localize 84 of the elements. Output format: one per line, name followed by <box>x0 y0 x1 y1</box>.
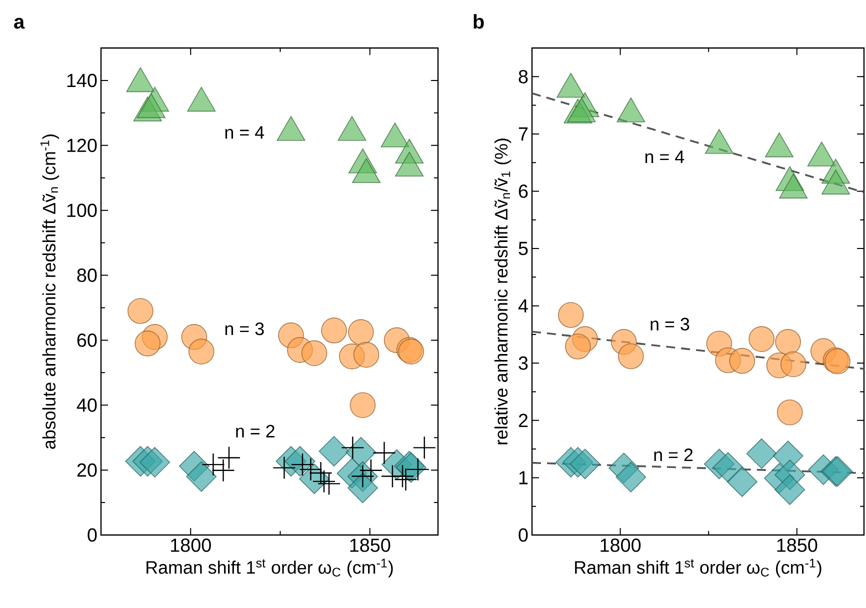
annotation: n = 4 <box>225 126 264 139</box>
x-tick-label: 1850 <box>350 538 390 552</box>
point <box>202 454 224 476</box>
y-tick-label: 2 <box>518 414 528 428</box>
point <box>126 67 155 92</box>
point <box>395 152 424 177</box>
y-tick-label: 100 <box>67 204 97 218</box>
point <box>140 447 170 478</box>
point <box>310 462 332 484</box>
annotation: n = 2 <box>236 424 274 438</box>
point <box>347 472 378 504</box>
point <box>276 116 306 141</box>
y-tick-label: 3 <box>518 356 528 370</box>
y-axis-title: absolute anharmonic redshift Δṽ$_{n}$ (cm$^{-1}$) <box>40 134 60 449</box>
x-tick-label: 1800 <box>171 538 211 552</box>
y-tick-label: 8 <box>518 70 528 84</box>
point <box>746 438 777 469</box>
y-tick-label: 0 <box>88 528 97 542</box>
y-axis-title: relative anharmonic redshift Δṽ$_{n}$/ṽ$_{1}$ (%) <box>494 138 512 444</box>
point <box>342 436 364 459</box>
point <box>776 399 803 426</box>
point <box>616 462 646 492</box>
point <box>373 442 396 464</box>
point <box>301 340 328 366</box>
point <box>780 351 806 378</box>
point <box>188 338 214 364</box>
point <box>300 458 322 480</box>
point <box>775 329 801 355</box>
y-tick-label: 6 <box>518 184 528 198</box>
annotation: n = 3 <box>650 318 690 330</box>
x-tick-label: 1800 <box>600 538 641 552</box>
x-axis-title: Raman shift 1$^{st}$ order ω$_{C}$ (cm$^{-1}$) <box>575 558 822 578</box>
chart-title: b <box>474 14 484 29</box>
point <box>353 342 380 368</box>
point <box>618 343 644 370</box>
point <box>558 302 584 328</box>
y-tick-label: 5 <box>518 242 528 256</box>
point <box>726 466 758 497</box>
point <box>821 170 850 194</box>
point <box>704 128 734 154</box>
y-tick-label: 0 <box>518 528 528 542</box>
y-tick-label: 20 <box>77 463 97 477</box>
point <box>318 472 340 495</box>
point <box>779 174 808 198</box>
point <box>616 97 646 122</box>
point <box>186 461 217 492</box>
point <box>774 474 806 505</box>
annotation: n = 4 <box>645 150 684 164</box>
point <box>338 116 366 141</box>
point <box>350 392 376 418</box>
point <box>764 132 794 158</box>
y-tick-label: 1 <box>519 471 528 484</box>
y-tick-label: 80 <box>77 268 97 282</box>
point <box>570 448 600 480</box>
y-tick-label: 40 <box>76 398 97 412</box>
point <box>134 330 161 356</box>
point <box>729 348 756 374</box>
x-axis-title: Raman shift 1$^{st}$ order ω$_{C}$ (cm$^{-1}$) <box>146 558 393 578</box>
point <box>352 465 374 488</box>
y-tick-label: 140 <box>67 74 97 88</box>
point <box>187 86 216 112</box>
annotation: n = 2 <box>654 448 693 462</box>
point <box>712 452 744 483</box>
annotation: n = 3 <box>225 322 264 336</box>
y-tick-label: 120 <box>67 138 97 152</box>
point <box>352 158 381 184</box>
point <box>348 319 374 345</box>
point <box>807 142 836 166</box>
point <box>321 318 347 344</box>
point <box>556 72 586 98</box>
x-tick-label: 1850 <box>777 538 818 552</box>
point <box>128 298 154 324</box>
y-tick-label: 7 <box>518 127 528 140</box>
point <box>748 326 774 352</box>
y-tick-label: 4 <box>518 299 528 312</box>
point <box>318 436 350 466</box>
chart-title: a <box>14 18 25 29</box>
point <box>565 334 591 360</box>
y-tick-label: 60 <box>77 333 97 347</box>
point <box>218 446 240 469</box>
point <box>212 459 234 482</box>
point <box>273 456 296 479</box>
point <box>380 122 410 148</box>
point <box>413 436 436 459</box>
